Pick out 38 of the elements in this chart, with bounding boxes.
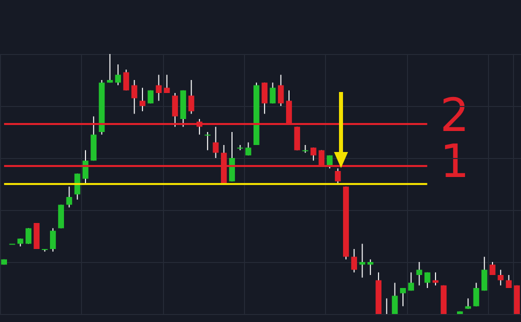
candlestick bbox=[302, 144, 308, 154]
candlestick bbox=[270, 82, 276, 104]
candlestick bbox=[424, 272, 430, 288]
candlestick bbox=[498, 269, 504, 286]
candlestick bbox=[164, 74, 170, 94]
candlestick bbox=[123, 69, 130, 91]
candlestick bbox=[359, 243, 366, 278]
candlestick bbox=[82, 150, 88, 184]
candlestick bbox=[115, 64, 121, 86]
candlestick bbox=[278, 74, 284, 106]
candlestick bbox=[351, 248, 358, 273]
candlestick bbox=[50, 228, 56, 252]
candlestick bbox=[490, 262, 496, 276]
candlestick bbox=[212, 126, 219, 158]
candlestick bbox=[204, 132, 211, 151]
candlestick bbox=[229, 132, 235, 182]
candlestick bbox=[106, 54, 113, 84]
candlestick bbox=[74, 173, 80, 200]
candlestick bbox=[26, 228, 32, 244]
candlestick bbox=[245, 142, 252, 156]
candlestick bbox=[481, 256, 488, 292]
candlestick bbox=[432, 272, 438, 286]
candlestick bbox=[131, 80, 138, 114]
candlestick bbox=[473, 282, 480, 307]
candlestick bbox=[148, 90, 154, 104]
candlestick bbox=[262, 82, 268, 114]
candlestick bbox=[156, 74, 162, 102]
candlestick bbox=[408, 272, 414, 292]
candlestick bbox=[392, 282, 398, 314]
candlestick bbox=[140, 87, 146, 112]
candlestick bbox=[506, 274, 512, 288]
candlestick bbox=[66, 186, 72, 208]
candlestick bbox=[188, 80, 194, 114]
candlestick bbox=[367, 258, 374, 276]
candlestick bbox=[400, 288, 406, 307]
candlestick bbox=[465, 298, 472, 310]
candlestick bbox=[310, 147, 316, 162]
candlestick bbox=[416, 262, 422, 286]
